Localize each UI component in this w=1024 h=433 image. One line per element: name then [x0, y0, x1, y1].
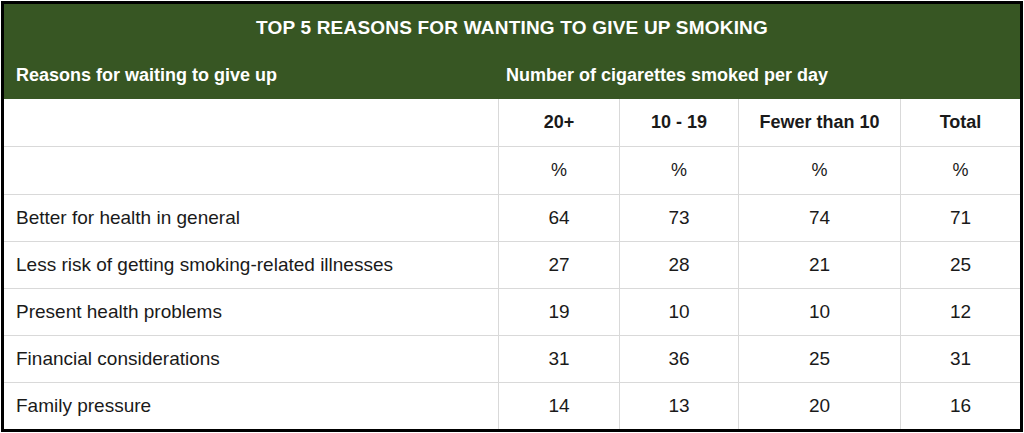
table-row: Present health problems 19 10 10 12	[4, 288, 1020, 335]
table-header-band: TOP 5 REASONS FOR WANTING TO GIVE UP SMO…	[4, 4, 1020, 99]
row-label: Financial considerations	[4, 336, 498, 382]
value-cell: 10	[738, 289, 900, 335]
row-label: Less risk of getting smoking-related ill…	[4, 242, 498, 288]
table-row: Less risk of getting smoking-related ill…	[4, 241, 1020, 288]
value-cell: 10	[619, 289, 738, 335]
row-label: Present health problems	[4, 289, 498, 335]
unit-row-spacer	[4, 147, 498, 194]
row-label: Family pressure	[4, 383, 498, 429]
column-header-10-19: 10 - 19	[619, 99, 738, 146]
table-row: Better for health in general 64 73 74 71	[4, 194, 1020, 241]
title-row: TOP 5 REASONS FOR WANTING TO GIVE UP SMO…	[4, 4, 1020, 52]
value-cell: 19	[498, 289, 619, 335]
value-cell: 12	[900, 289, 1020, 335]
value-cell: 25	[738, 336, 900, 382]
table-row: Family pressure 14 13 20 16	[4, 382, 1020, 429]
row-group-header: Reasons for waiting to give up	[4, 65, 498, 86]
group-header-row: Reasons for waiting to give up Number of…	[4, 52, 1020, 99]
value-cell: 71	[900, 195, 1020, 241]
unit-row: % % % %	[4, 146, 1020, 194]
value-cell: 36	[619, 336, 738, 382]
value-cell: 74	[738, 195, 900, 241]
value-cell: 31	[498, 336, 619, 382]
value-cell: 16	[900, 383, 1020, 429]
unit-cell: %	[619, 147, 738, 194]
row-label: Better for health in general	[4, 195, 498, 241]
column-header-20plus: 20+	[498, 99, 619, 146]
table-row: Financial considerations 31 36 25 31	[4, 335, 1020, 382]
column-group-header: Number of cigarettes smoked per day	[498, 65, 1020, 86]
value-cell: 20	[738, 383, 900, 429]
unit-cell: %	[738, 147, 900, 194]
table-title: TOP 5 REASONS FOR WANTING TO GIVE UP SMO…	[256, 17, 768, 39]
column-header-fewer-10: Fewer than 10	[738, 99, 900, 146]
value-cell: 64	[498, 195, 619, 241]
unit-cell: %	[900, 147, 1020, 194]
value-cell: 21	[738, 242, 900, 288]
value-cell: 73	[619, 195, 738, 241]
value-cell: 25	[900, 242, 1020, 288]
column-header-spacer	[4, 99, 498, 146]
smoking-reasons-table: TOP 5 REASONS FOR WANTING TO GIVE UP SMO…	[1, 1, 1023, 432]
column-header-row: 20+ 10 - 19 Fewer than 10 Total	[4, 99, 1020, 146]
value-cell: 28	[619, 242, 738, 288]
value-cell: 31	[900, 336, 1020, 382]
column-header-total: Total	[900, 99, 1020, 146]
value-cell: 27	[498, 242, 619, 288]
unit-cell: %	[498, 147, 619, 194]
value-cell: 13	[619, 383, 738, 429]
value-cell: 14	[498, 383, 619, 429]
